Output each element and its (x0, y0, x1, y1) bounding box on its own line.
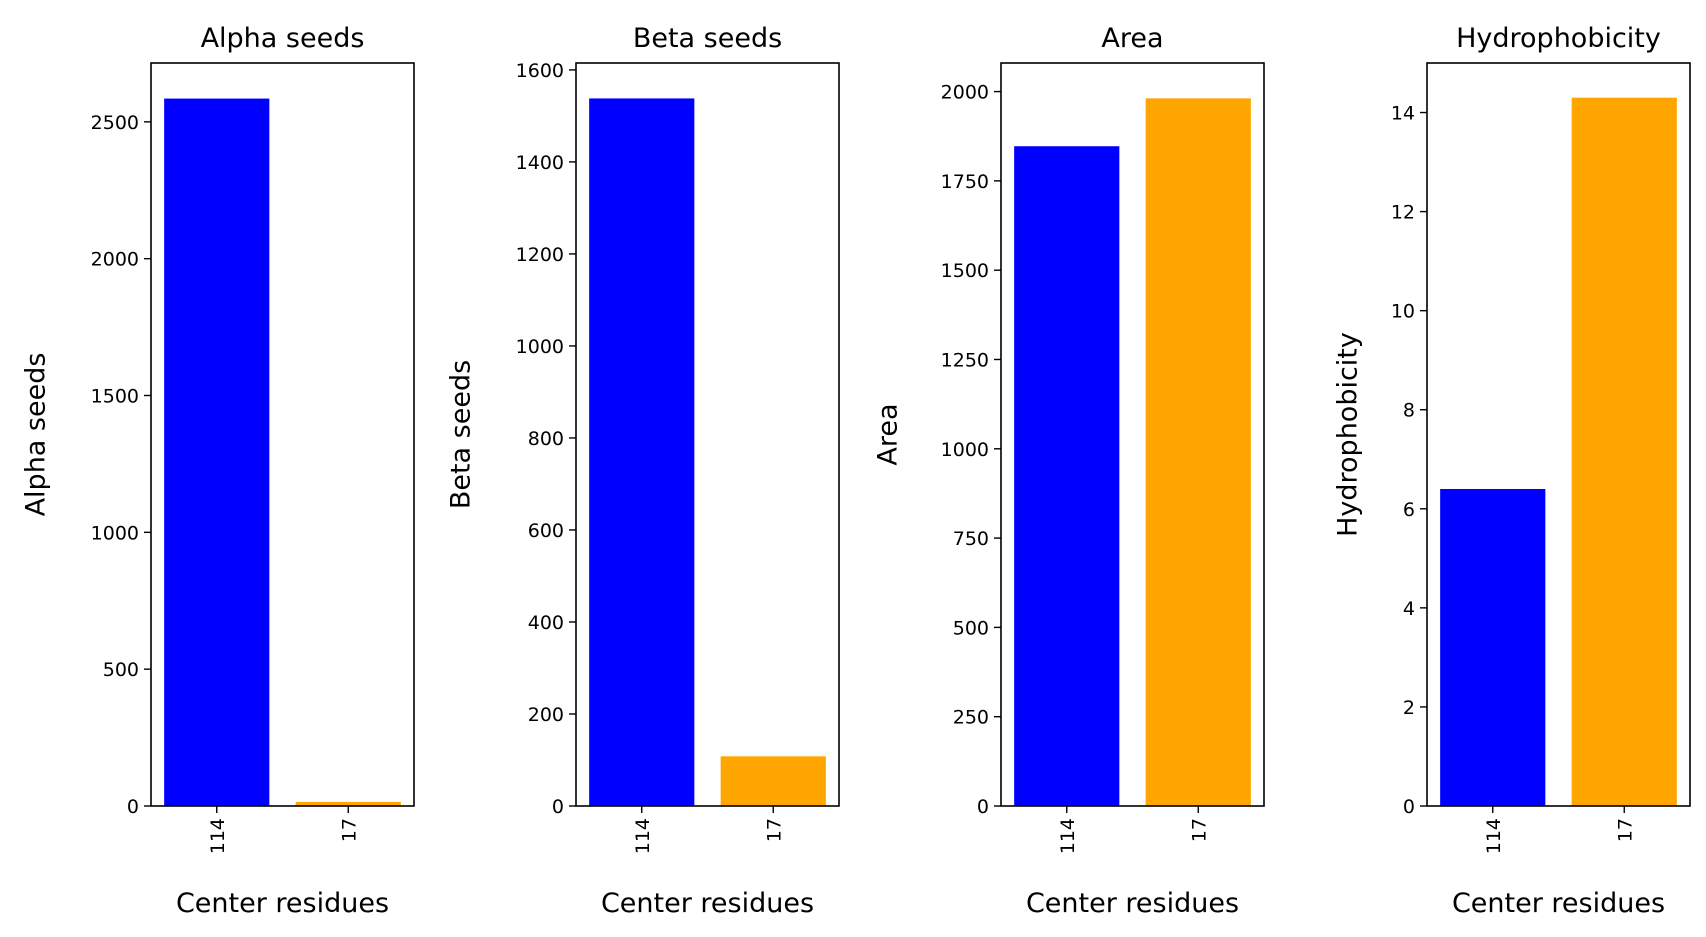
subplot-2: 0 200 400 600 800 1000 1200 1400 1600 114 17 Beta s… (446, 23, 840, 919)
y-tick-label: 1500 (941, 260, 989, 282)
x-tick-label: 114 (207, 818, 229, 854)
y-tick-label: 1750 (941, 171, 989, 193)
y-tick-label: 2000 (941, 82, 989, 104)
y-axis-label: Area (873, 403, 904, 465)
y-tick-label: 1200 (516, 244, 564, 266)
y-tick-label: 0 (977, 796, 989, 818)
y-tick-label: 500 (103, 659, 139, 681)
subplot-1: 0 500 1000 1500 2000 2500 114 17 Alpha seeds Cent… (21, 23, 415, 919)
x-tick-label: 17 (1614, 818, 1636, 842)
y-axis-label: Alpha seeds (21, 353, 52, 517)
bar-114 (1440, 488, 1546, 806)
x-tick-label: 114 (1483, 818, 1505, 854)
y-tick-label: 1400 (516, 152, 564, 174)
y-tick-label: 0 (552, 796, 564, 818)
x-axis-label: Center residues (601, 888, 814, 919)
y-tick-label: 1000 (91, 522, 139, 544)
y-tick-label: 2 (1403, 697, 1415, 719)
x-tick-label: 17 (338, 818, 360, 842)
y-tick-label: 1000 (516, 336, 564, 358)
y-tick-label: 12 (1391, 202, 1415, 224)
y-tick-label: 0 (127, 796, 139, 818)
bar-17 (1145, 98, 1251, 806)
y-tick-label: 750 (953, 528, 989, 550)
chart-title: Hydrophobicity (1456, 23, 1661, 54)
bar-114 (589, 98, 695, 807)
y-tick-label: 10 (1391, 301, 1415, 323)
plot-frame (575, 62, 840, 807)
y-tick-label: 1000 (941, 439, 989, 461)
y-tick-label: 500 (953, 617, 989, 639)
y-tick-label: 1250 (941, 349, 989, 371)
x-axis-label: Center residues (1452, 888, 1665, 919)
y-tick-label: 0 (1403, 796, 1415, 818)
x-axis-label: Center residues (1026, 888, 1239, 919)
subplot-3: 0 250 500 750 1000 1250 1500 1750 2000 114 17 Area C… (873, 23, 1265, 919)
y-tick-label: 6 (1403, 499, 1415, 521)
y-tick-label: 400 (528, 612, 564, 634)
x-tick-label: 17 (763, 818, 785, 842)
y-tick-label: 14 (1391, 103, 1415, 125)
x-tick-label: 114 (1057, 818, 1079, 854)
x-axis-label: Center residues (176, 888, 389, 919)
plot-frame (150, 62, 415, 807)
plot-frame (1426, 62, 1691, 807)
y-tick-label: 800 (528, 428, 564, 450)
y-tick-label: 2500 (91, 112, 139, 134)
chart-title: Alpha seeds (201, 23, 365, 54)
chart-title: Area (1101, 23, 1163, 54)
y-tick-label: 200 (528, 704, 564, 726)
bar-17 (1571, 97, 1677, 806)
y-tick-label: 1500 (91, 386, 139, 408)
y-axis-label: Hydrophobicity (1333, 332, 1364, 537)
y-tick-label: 2000 (91, 249, 139, 271)
subplot-4: 0 2 4 6 8 10 12 14 114 17 Hydrophobicity Center res… (1333, 23, 1691, 919)
y-tick-label: 600 (528, 520, 564, 542)
bar-17 (295, 801, 401, 806)
x-tick-label: 114 (632, 818, 654, 854)
y-axis-label: Beta seeds (446, 360, 477, 509)
chart-title: Beta seeds (633, 23, 782, 54)
plot-frame (1000, 62, 1265, 807)
x-tick-label: 17 (1188, 818, 1210, 842)
y-tick-label: 8 (1403, 400, 1415, 422)
y-tick-label: 250 (953, 707, 989, 729)
y-tick-label: 4 (1403, 598, 1415, 620)
bar-114 (1014, 146, 1120, 806)
bar-114 (164, 98, 270, 807)
y-tick-label: 1600 (516, 60, 564, 82)
bar-17 (720, 756, 826, 806)
